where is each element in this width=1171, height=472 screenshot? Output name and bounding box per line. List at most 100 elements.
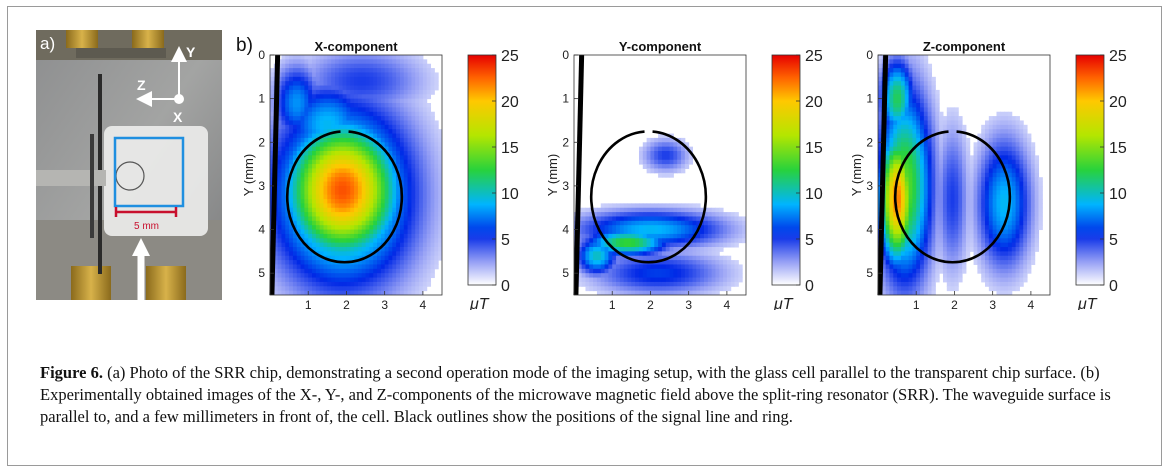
heatmap-cell (954, 251, 959, 257)
heatmap-cell (885, 68, 890, 73)
heatmap-cell (893, 260, 898, 265)
heatmap-cell (585, 229, 590, 235)
heatmap-cell (399, 146, 405, 152)
heatmap-cell (900, 207, 906, 213)
heatmap-cell (627, 216, 632, 222)
heatmap-svg: X-component0123451234Z (mm)Y (mm)0510152… (244, 40, 519, 310)
heatmap-cell (323, 233, 328, 239)
heatmap-cell (646, 277, 651, 283)
heatmap-cell (977, 238, 982, 244)
heatmap-cell (346, 177, 351, 183)
heatmap-cell (411, 225, 416, 231)
heatmap-cell (996, 212, 1001, 217)
heatmap-cell (426, 212, 432, 217)
heatmap-cell (642, 281, 648, 287)
heatmap-cell (703, 220, 709, 226)
heatmap-cell (654, 247, 659, 252)
heatmap-cell (323, 220, 328, 226)
heatmap-cell (296, 142, 302, 148)
heatmap-cell (312, 286, 317, 292)
heatmap-cell (931, 277, 936, 283)
heatmap-cell (422, 85, 428, 91)
heatmap-cell (996, 168, 1001, 174)
heatmap-cell (581, 277, 586, 283)
heatmap-cell (646, 247, 651, 252)
heatmap-cell (357, 281, 363, 287)
heatmap-cell (992, 177, 997, 183)
heatmap-cell (669, 159, 674, 165)
heatmap-cell (315, 155, 321, 161)
heatmap-cell (396, 212, 401, 217)
heatmap-cell (673, 155, 678, 161)
heatmap-cell (981, 251, 986, 257)
heatmap-cell (300, 120, 305, 126)
heatmap-cell (281, 212, 286, 217)
heatmap-cell (357, 137, 363, 143)
heatmap-cell (319, 264, 325, 270)
heatmap-cell (419, 199, 424, 204)
heatmap-cell (893, 107, 898, 113)
heatmap-cell (935, 190, 940, 196)
heatmap-cell (312, 155, 317, 161)
heatmap-cell (277, 137, 282, 143)
heatmap-cell (277, 146, 282, 152)
heatmap-cell (342, 151, 347, 156)
heatmap-cell (426, 273, 432, 279)
heatmap-cell (285, 116, 290, 121)
heatmap-cell (399, 216, 405, 222)
heatmap-cell (900, 85, 906, 91)
heatmap-cell (900, 137, 906, 143)
heatmap-cell (411, 103, 416, 108)
heatmap-cell (342, 177, 347, 183)
heatmap-cell (281, 155, 286, 161)
heatmap-cell (304, 159, 309, 165)
heatmap-cell (407, 116, 412, 121)
heatmap-cell (273, 229, 279, 235)
heatmap-cell (357, 107, 363, 113)
x-tick-label: 4 (724, 298, 731, 310)
heatmap-cell (916, 55, 921, 60)
heatmap-cell (912, 177, 917, 183)
panel-a-label: a) (40, 34, 55, 53)
colorbar-tick-label: 5 (805, 232, 814, 249)
heatmap-cell (962, 199, 967, 204)
heatmap-cell (384, 72, 389, 78)
heatmap-cell (684, 273, 690, 279)
heatmap-cell (965, 247, 971, 252)
heatmap-cell (392, 273, 397, 279)
heatmap-cell (361, 177, 367, 183)
heatmap-cell (327, 207, 332, 213)
heatmap-cell (635, 273, 640, 279)
heatmap-cell (985, 177, 990, 183)
heatmap-cell (399, 177, 405, 183)
heatmap-cell (908, 76, 913, 82)
heatmap-cell (388, 190, 393, 196)
heatmap-cell (392, 185, 397, 191)
heatmap-cell (900, 116, 906, 121)
heatmap-cell (331, 142, 336, 148)
heatmap-cell (422, 159, 428, 165)
heatmap-cell (638, 247, 644, 252)
heatmap-cell (904, 68, 910, 73)
heatmap-cell (430, 120, 435, 126)
heatmap-cell (696, 290, 701, 295)
heatmap-cell (912, 68, 917, 73)
heatmap-cell (677, 277, 682, 283)
heatmap-cell (304, 251, 309, 257)
heatmap-cell (730, 242, 736, 248)
heatmap-cell (715, 216, 720, 222)
heatmap-cell (354, 168, 359, 174)
heatmap-cell (354, 81, 359, 87)
heatmap-cell (350, 185, 355, 191)
heatmap-cell (646, 273, 651, 279)
heatmap-cell (988, 194, 994, 200)
heatmap-cell (277, 255, 282, 261)
heatmap-cell (388, 124, 393, 130)
heatmap-cell (935, 229, 940, 235)
heatmap-cell (346, 124, 351, 130)
heatmap-cell (346, 146, 351, 152)
heatmap-cell (365, 81, 370, 87)
heatmap-cell (281, 233, 286, 239)
heatmap-cell (1004, 155, 1009, 161)
heatmap-cell (334, 242, 340, 248)
